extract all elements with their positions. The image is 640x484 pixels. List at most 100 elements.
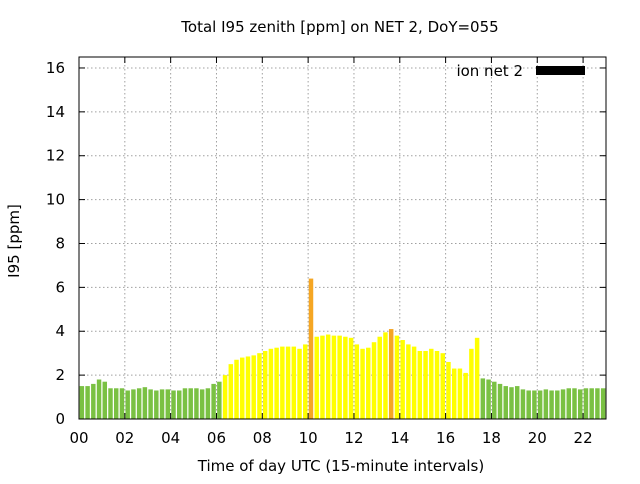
bar <box>91 383 96 419</box>
bar <box>108 388 113 419</box>
bar <box>457 368 463 419</box>
bar <box>451 368 457 419</box>
bar <box>222 375 228 419</box>
bar <box>177 390 182 419</box>
bar <box>400 340 405 419</box>
bar <box>549 390 554 419</box>
bar <box>360 348 365 419</box>
bar <box>560 389 566 419</box>
bar <box>388 329 394 419</box>
grid-lines <box>79 57 606 419</box>
y-tick-label: 10 <box>46 191 65 209</box>
bar <box>142 387 148 419</box>
x-tick-label: 10 <box>299 429 318 447</box>
bar <box>171 390 176 419</box>
bar <box>154 390 159 419</box>
bar <box>583 388 589 419</box>
axis-ticks <box>78 57 606 420</box>
bar <box>532 390 537 419</box>
y-tick-label: 0 <box>55 410 65 428</box>
bar <box>480 378 486 419</box>
bar <box>446 361 451 419</box>
bar <box>262 350 268 419</box>
bar <box>526 390 531 419</box>
bar <box>234 359 239 419</box>
bar <box>217 381 222 419</box>
y-tick-label: 4 <box>55 322 65 340</box>
bar <box>274 347 279 419</box>
bar <box>308 278 314 419</box>
y-tick-label: 12 <box>46 147 65 165</box>
x-tick-label: 08 <box>253 429 272 447</box>
bar <box>509 387 514 419</box>
plot-frame <box>78 56 607 420</box>
bar <box>377 336 382 419</box>
bar <box>394 335 400 419</box>
y-tick-label: 14 <box>46 103 65 121</box>
bar <box>577 389 583 419</box>
x-tick-label: 22 <box>574 429 593 447</box>
bar <box>434 350 440 419</box>
bar <box>251 355 256 419</box>
y-tick-labels: 0 2 4 6 8 10 12 14 16 <box>46 59 65 428</box>
bar <box>600 388 606 419</box>
bar <box>228 364 234 419</box>
bar <box>314 336 319 419</box>
bar <box>555 390 560 419</box>
bar <box>291 346 297 419</box>
bar <box>486 379 491 419</box>
bar <box>188 388 193 419</box>
bar <box>589 388 594 419</box>
bar <box>429 348 434 419</box>
bar <box>102 381 108 419</box>
bar <box>497 383 503 419</box>
bar <box>417 350 423 419</box>
legend-swatch <box>536 66 585 75</box>
bar <box>348 337 354 419</box>
bar <box>371 342 377 419</box>
bar <box>194 388 199 419</box>
bar <box>148 389 153 419</box>
bar <box>245 356 251 419</box>
x-tick-label: 12 <box>344 429 363 447</box>
bar <box>572 388 577 419</box>
y-tick-label: 2 <box>55 366 65 384</box>
bar <box>469 348 474 419</box>
legend-label: ion net 2 <box>456 62 523 80</box>
y-tick-label: 8 <box>55 234 65 252</box>
bar <box>411 346 417 419</box>
bar <box>595 388 600 419</box>
x-tick-label: 20 <box>528 429 547 447</box>
bar <box>440 353 445 419</box>
bar <box>406 344 411 419</box>
bars <box>79 278 606 419</box>
bar <box>136 388 142 419</box>
y-tick-label: 16 <box>46 59 65 77</box>
x-tick-label: 14 <box>390 429 409 447</box>
x-axis-label: Time of day UTC (15-minute intervals) <box>197 457 484 475</box>
bar <box>492 381 497 419</box>
bar <box>240 357 245 419</box>
bar <box>257 353 262 419</box>
bar <box>354 344 360 419</box>
y-tick-label: 6 <box>55 278 65 296</box>
x-tick-label: 18 <box>482 429 501 447</box>
y-axis-label: I95 [ppm] <box>5 204 23 278</box>
bar <box>113 388 119 419</box>
bar <box>320 335 325 419</box>
bar <box>463 372 468 419</box>
bar <box>325 334 331 419</box>
bar <box>566 388 572 419</box>
x-tick-label: 00 <box>69 429 88 447</box>
bar <box>366 347 371 419</box>
bar <box>520 389 526 419</box>
bar <box>474 337 480 419</box>
bar <box>85 386 90 419</box>
bar <box>303 344 308 419</box>
bar <box>268 348 274 419</box>
bar <box>331 335 337 419</box>
bar <box>343 336 348 419</box>
bar <box>285 346 291 419</box>
